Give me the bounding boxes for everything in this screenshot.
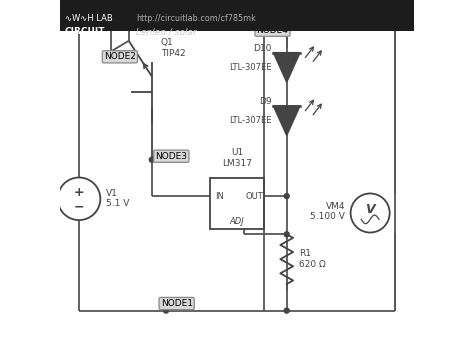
Circle shape (284, 193, 289, 199)
Text: VM4
5.100 V: VM4 5.100 V (310, 202, 345, 221)
Bar (60, 0, 414, 31)
Text: LTL-307EE: LTL-307EE (229, 116, 272, 125)
Text: V: V (365, 203, 375, 216)
Text: D10: D10 (253, 44, 272, 53)
Text: +: + (74, 186, 84, 199)
Circle shape (109, 17, 113, 22)
Text: LTL-307EE: LTL-307EE (229, 63, 272, 72)
Circle shape (149, 157, 154, 162)
Text: U1
LM317: U1 LM317 (222, 148, 252, 168)
Text: CIRCUIT: CIRCUIT (65, 27, 105, 36)
Text: OUT: OUT (246, 192, 264, 201)
Text: NODE4: NODE4 (256, 26, 289, 35)
Polygon shape (273, 106, 300, 136)
Circle shape (284, 308, 289, 313)
Bar (210, 178, 264, 229)
Text: D9: D9 (259, 97, 272, 106)
Text: IN: IN (215, 192, 224, 201)
Polygon shape (273, 53, 300, 82)
Text: ∿W∿H LAB: ∿W∿H LAB (65, 14, 113, 23)
Text: ADJ: ADJ (229, 217, 245, 226)
Text: NODE1: NODE1 (161, 299, 192, 308)
Circle shape (261, 17, 266, 22)
Text: http://circuitlab.com/cf785mk: http://circuitlab.com/cf785mk (136, 14, 255, 23)
Circle shape (284, 232, 289, 237)
Text: NODE3: NODE3 (155, 152, 187, 161)
Circle shape (164, 308, 168, 313)
Text: Lenlen / solar: Lenlen / solar (136, 28, 197, 37)
Text: V1
5.1 V: V1 5.1 V (106, 189, 129, 208)
Text: NODE2: NODE2 (104, 52, 136, 61)
Text: Q1
TIP42: Q1 TIP42 (161, 38, 185, 58)
Text: −: − (74, 200, 84, 213)
Text: R1
620 Ω: R1 620 Ω (299, 250, 326, 269)
